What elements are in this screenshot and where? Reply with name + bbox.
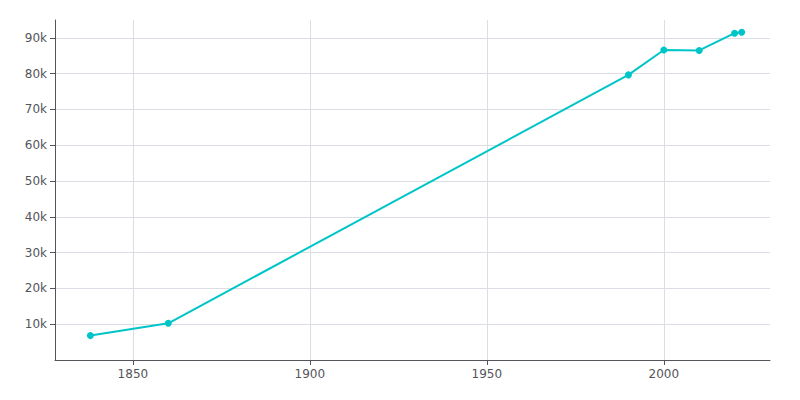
svg-text:30k: 30k [25,246,47,260]
svg-text:80k: 80k [25,67,47,81]
svg-text:90k: 90k [25,31,47,45]
svg-text:1900: 1900 [295,367,326,381]
svg-text:2000: 2000 [649,367,680,381]
svg-text:60k: 60k [25,138,47,152]
svg-text:1850: 1850 [118,367,149,381]
svg-text:50k: 50k [25,174,47,188]
svg-text:10k: 10k [25,317,47,331]
svg-text:40k: 40k [25,210,47,224]
svg-text:20k: 20k [25,281,47,295]
svg-text:1950: 1950 [472,367,503,381]
svg-text:70k: 70k [25,102,47,116]
